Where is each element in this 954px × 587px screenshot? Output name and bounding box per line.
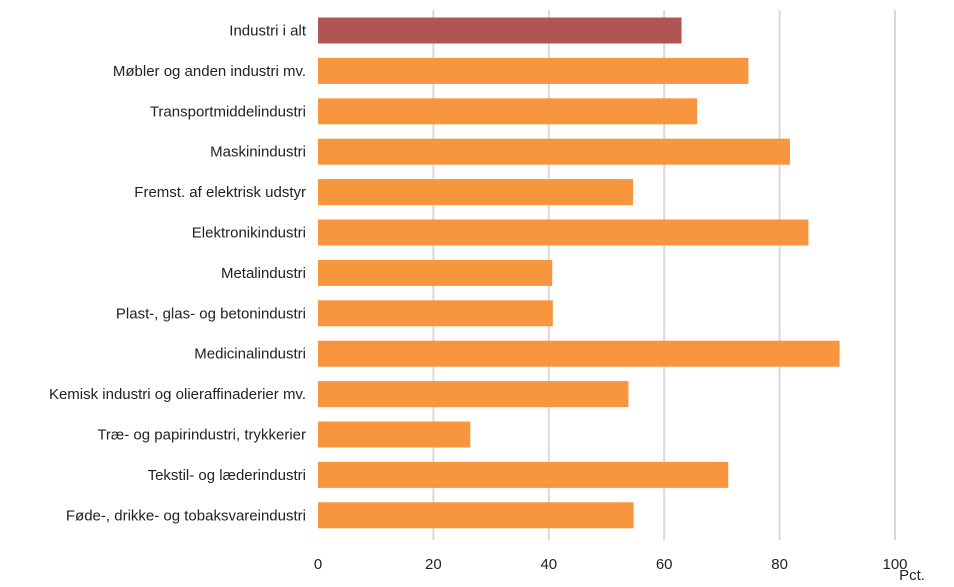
category-label: Transportmiddelindustri: [150, 103, 306, 120]
category-label: Fremst. af elektrisk udstyr: [134, 184, 306, 201]
x-tick-label: 100: [882, 556, 907, 573]
bars: [318, 17, 840, 529]
category-label: Industri i alt: [229, 23, 307, 40]
bar: [318, 381, 629, 408]
x-axis-unit-label: Pct.: [899, 567, 925, 584]
x-axis-tick-labels: 0 20 40 60 80 100: [314, 556, 908, 573]
x-tick-label: 0: [314, 556, 322, 573]
category-label: Plast-, glas- og betonindustri: [116, 305, 306, 322]
category-label: Træ- og papirindustri, trykkerier: [97, 427, 306, 444]
bar: [318, 17, 682, 44]
bar: [318, 421, 471, 448]
category-label: Elektronikindustri: [192, 225, 306, 242]
category-label: Møbler og anden industri mv.: [113, 63, 306, 80]
bar: [318, 57, 749, 84]
x-tick-label: 80: [771, 556, 788, 573]
bar: [318, 138, 790, 165]
category-label: Medicinalindustri: [194, 346, 306, 363]
category-label: Kemisk industri og olieraffinaderier mv.: [49, 386, 306, 403]
category-label: Føde-, drikke- og tobaksvareindustri: [66, 507, 306, 524]
bar: [318, 98, 698, 125]
x-tick-label: 20: [425, 556, 442, 573]
bar: [318, 502, 634, 529]
x-tick-label: 60: [656, 556, 673, 573]
category-label: Tekstil- og læderindustri: [148, 467, 306, 484]
bar: [318, 461, 729, 488]
bar: [318, 300, 553, 327]
category-labels: Industri i alt Møbler og anden industri m…: [49, 23, 307, 525]
bar: [318, 340, 840, 367]
category-label: Metalindustri: [221, 265, 306, 282]
x-tick-label: 40: [540, 556, 557, 573]
category-label: Maskinindustri: [210, 144, 306, 161]
bar: [318, 179, 634, 206]
bar: [318, 259, 553, 286]
bar: [318, 219, 809, 246]
